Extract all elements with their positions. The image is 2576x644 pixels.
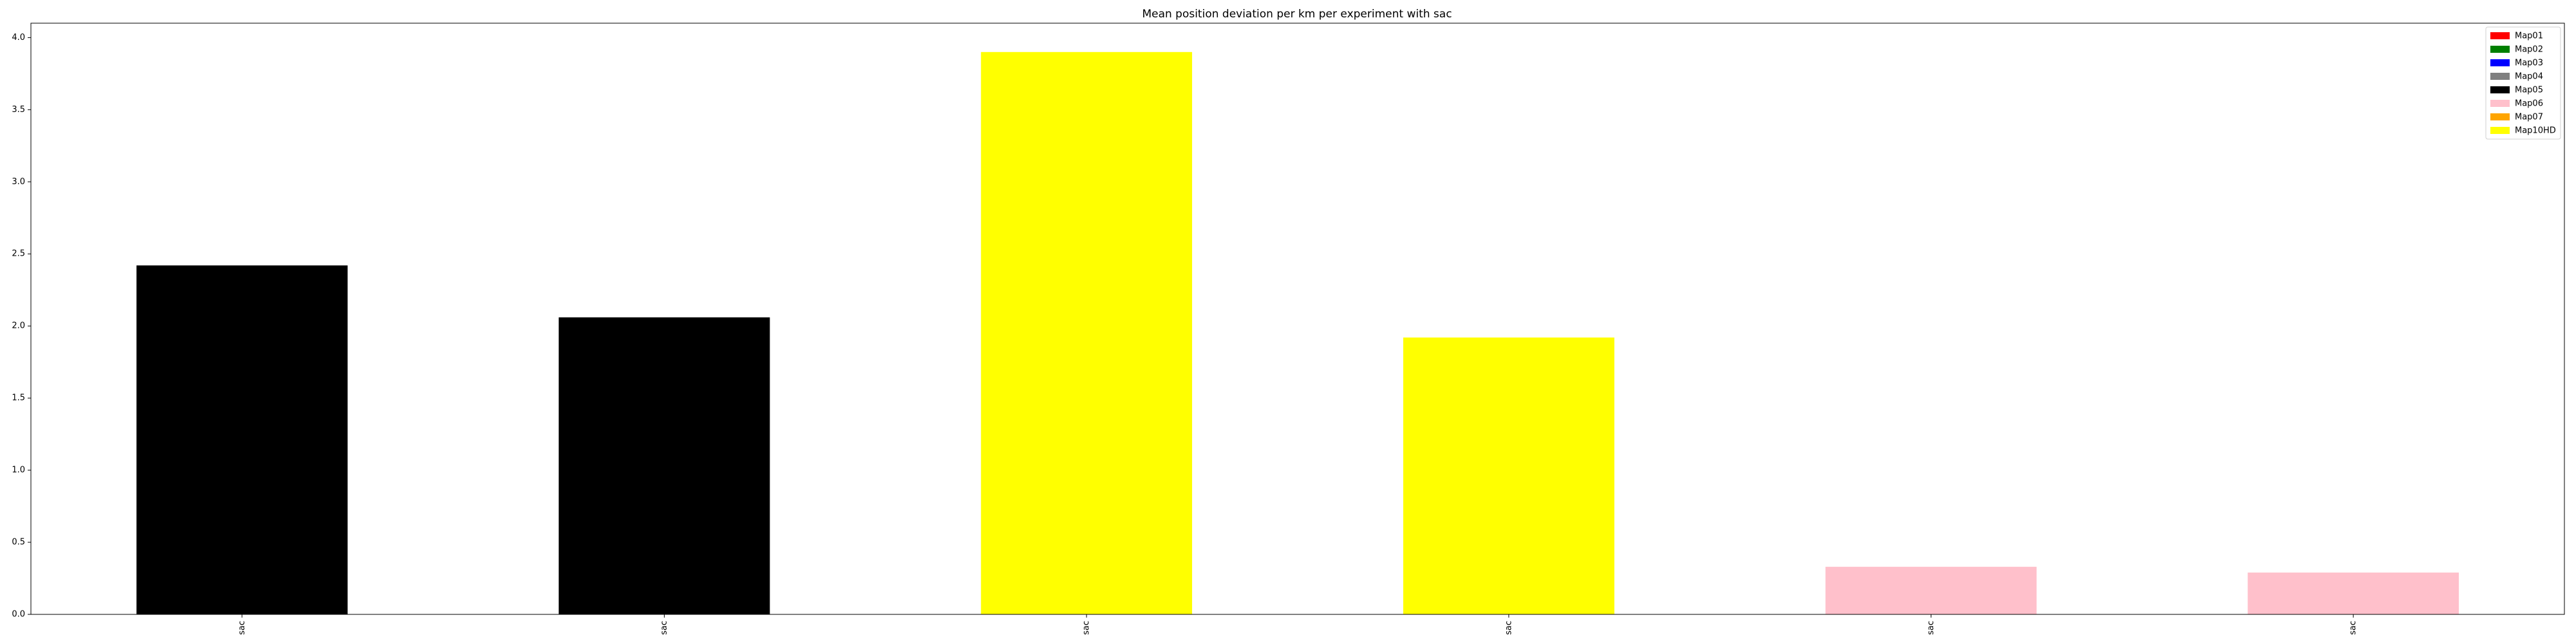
y-tick-label-5: 2.0 <box>12 321 25 331</box>
legend-label-map03: Map03 <box>2515 59 2543 68</box>
bar-2 <box>558 317 770 614</box>
legend-swatch-map10hd <box>2490 127 2510 134</box>
legend-swatch-map02 <box>2490 46 2510 53</box>
axes-layer: sac sac sac sac sac sac 0.0 0.5 1.0 1.5 2.0 2.5 3.0 3… <box>12 23 2565 635</box>
y-tick-label-9: 4.0 <box>12 33 25 43</box>
legend-swatch-map04 <box>2490 73 2510 80</box>
y-tick-label-1: 0.0 <box>12 610 25 620</box>
legend-label-map05: Map05 <box>2515 86 2543 95</box>
x-tick-label-6: sac <box>2349 621 2358 635</box>
plot-frame <box>30 23 2565 615</box>
legend: Map01 Map02 Map03 Map04 Map05 Map06 Map07 Map10… <box>2485 26 2561 140</box>
legend-swatch-map05 <box>2490 86 2510 93</box>
x-tick-label-2: sac <box>659 621 669 635</box>
y-tick-label-7: 3.0 <box>12 177 25 187</box>
bar-5 <box>1825 567 2037 614</box>
chart-title: Mean position deviation per km per exper… <box>1142 8 1452 21</box>
bar-6 <box>2248 573 2459 614</box>
legend-label-map06: Map06 <box>2515 99 2543 109</box>
x-tick-label-1: sac <box>237 621 247 635</box>
y-tick-label-3: 1.0 <box>12 466 25 475</box>
legend-label-map04: Map04 <box>2515 72 2543 82</box>
legend-label-map07: Map07 <box>2515 113 2543 122</box>
y-tick-label-8: 3.5 <box>12 105 25 115</box>
y-tick-label-4: 1.5 <box>12 393 25 403</box>
bar-1 <box>136 265 348 614</box>
x-tick-label-4: sac <box>1504 621 1513 635</box>
legend-swatch-map07 <box>2490 113 2510 120</box>
bars-layer <box>136 52 2459 614</box>
bar-3 <box>981 52 1193 614</box>
y-tick-label-2: 0.5 <box>12 538 25 547</box>
legend-swatch-map01 <box>2490 32 2510 39</box>
legend-swatch-map06 <box>2490 100 2510 107</box>
legend-label-map10hd: Map10HD <box>2515 126 2556 136</box>
x-tick-label-5: sac <box>1926 621 1936 635</box>
y-tick-label-6: 2.5 <box>12 249 25 259</box>
legend-swatch-map03 <box>2490 59 2510 66</box>
bar-4 <box>1403 337 1615 614</box>
legend-label-map02: Map02 <box>2515 45 2543 55</box>
legend-label-map01: Map01 <box>2515 32 2543 41</box>
legend-box <box>2485 26 2561 140</box>
x-tick-label-3: sac <box>1082 621 1092 635</box>
